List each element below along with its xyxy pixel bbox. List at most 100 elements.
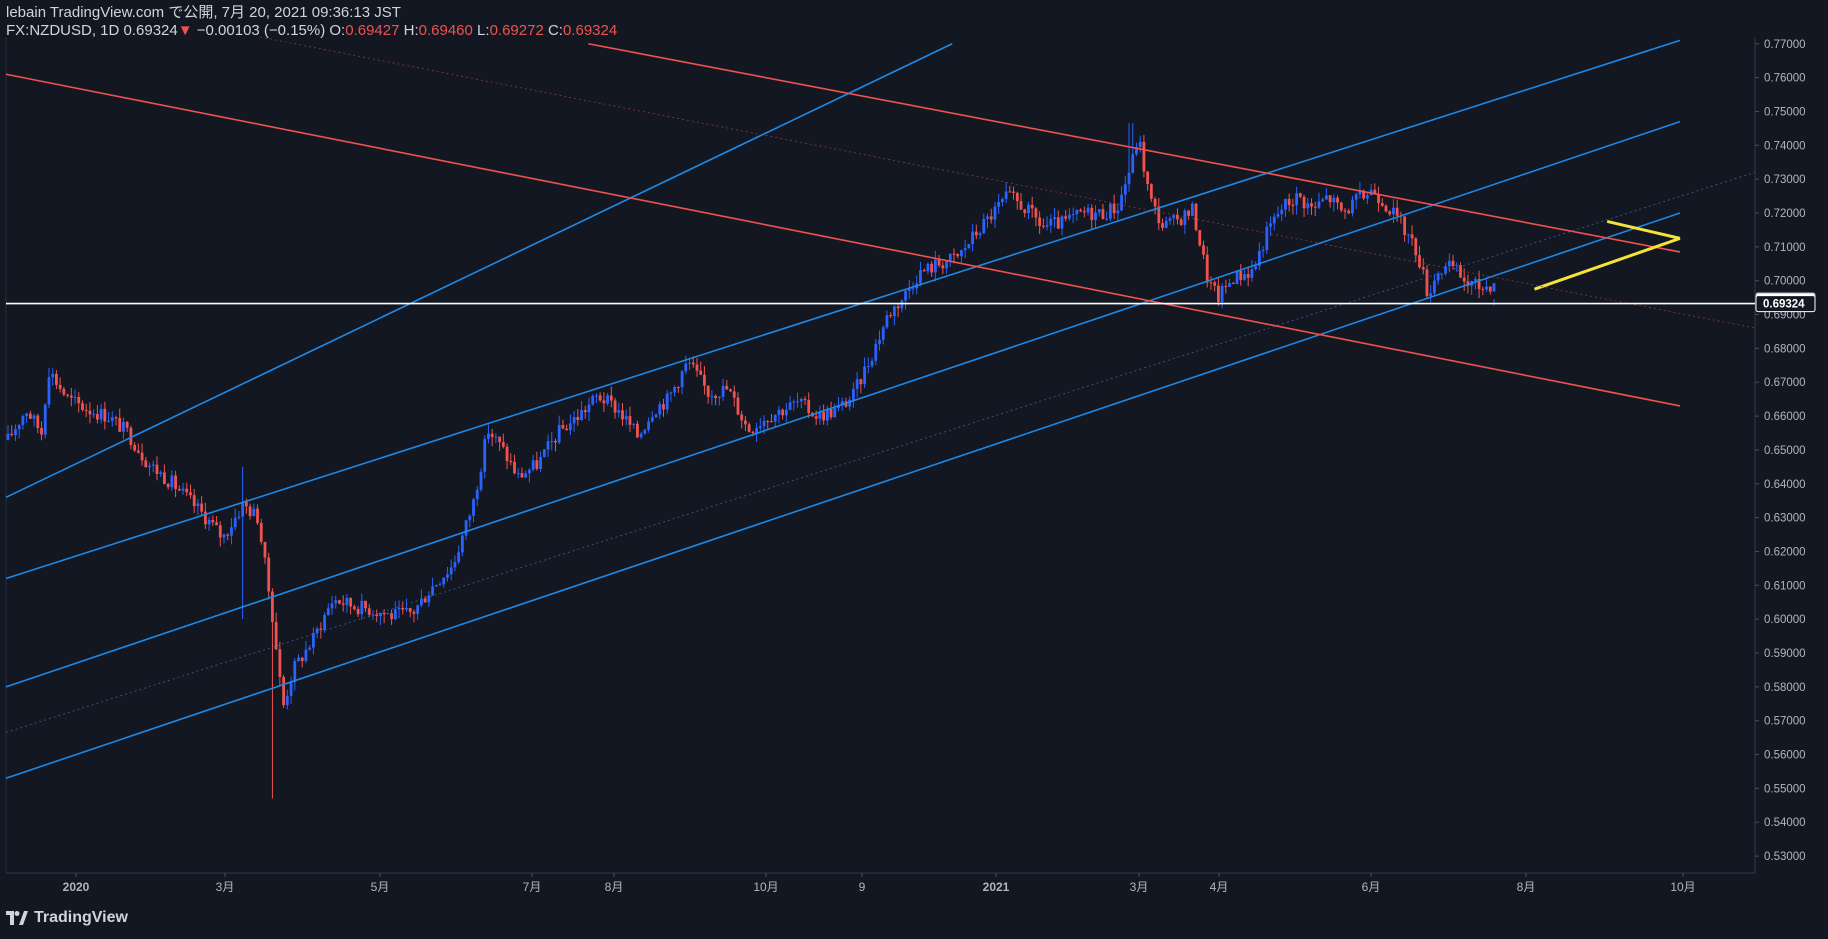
candle-body bbox=[673, 387, 677, 393]
candle-body bbox=[665, 393, 669, 410]
candle-body bbox=[788, 402, 792, 410]
candle bbox=[1243, 269, 1246, 281]
x-tick-label: 4月 bbox=[1210, 880, 1229, 894]
candle bbox=[680, 369, 684, 395]
tradingview-logo-icon bbox=[6, 911, 28, 925]
candle bbox=[1071, 207, 1075, 224]
dotted-midline-blue bbox=[5, 172, 1756, 733]
candle bbox=[1388, 210, 1392, 217]
candle-body bbox=[271, 591, 274, 623]
candle bbox=[550, 431, 554, 451]
candle-body bbox=[1112, 203, 1116, 214]
tradingview-brand[interactable]: TradingView bbox=[6, 909, 128, 927]
candle-body bbox=[326, 608, 330, 616]
candle-body bbox=[345, 597, 349, 605]
candle bbox=[263, 541, 267, 565]
candle-body bbox=[166, 484, 170, 488]
candle bbox=[1138, 135, 1142, 153]
candle bbox=[1395, 199, 1399, 222]
candle bbox=[446, 566, 449, 582]
candle bbox=[870, 358, 874, 369]
candle-body bbox=[528, 469, 531, 474]
candle bbox=[1403, 216, 1407, 242]
candle bbox=[1399, 211, 1403, 224]
candle-body bbox=[1172, 214, 1176, 219]
candle-body bbox=[784, 409, 788, 416]
candle bbox=[222, 533, 226, 544]
candle-body bbox=[595, 395, 598, 397]
candle bbox=[382, 609, 386, 624]
candle bbox=[1075, 209, 1079, 221]
candle-body bbox=[181, 488, 185, 491]
candle bbox=[1176, 208, 1179, 225]
x-tick-label: 9 bbox=[859, 880, 866, 894]
candle-body bbox=[1414, 238, 1418, 256]
candle-body bbox=[1101, 209, 1105, 220]
candle-body bbox=[1008, 191, 1012, 193]
candle bbox=[1172, 213, 1176, 226]
candle bbox=[375, 609, 379, 622]
candle bbox=[717, 396, 721, 406]
candle-body bbox=[379, 612, 382, 617]
candle bbox=[624, 409, 628, 426]
candle-body bbox=[1246, 274, 1250, 278]
trend-line-projection-lower bbox=[1533, 236, 1681, 291]
candle-body bbox=[1053, 217, 1056, 220]
candle bbox=[1220, 283, 1224, 309]
candle bbox=[17, 423, 21, 439]
trend-lines bbox=[5, 36, 1756, 779]
candle bbox=[1004, 182, 1008, 203]
candle bbox=[665, 390, 669, 414]
y-tick-label: 0.58000 bbox=[1764, 682, 1806, 694]
candle-body bbox=[550, 440, 554, 442]
candle-body bbox=[1179, 219, 1183, 225]
candle-body bbox=[323, 615, 326, 630]
candle-body bbox=[300, 657, 304, 662]
candle bbox=[1343, 207, 1347, 219]
candle bbox=[494, 433, 498, 444]
candle-body bbox=[1187, 210, 1191, 216]
candle-body bbox=[1090, 207, 1094, 221]
candle-body bbox=[770, 421, 773, 423]
candle bbox=[937, 255, 941, 268]
candle-body bbox=[81, 403, 84, 410]
candle bbox=[1228, 278, 1231, 288]
candle bbox=[598, 392, 602, 403]
candle-body bbox=[1332, 197, 1336, 203]
candle-body bbox=[1284, 198, 1287, 210]
candle-body bbox=[904, 290, 907, 301]
candle-body bbox=[613, 400, 617, 413]
candle bbox=[643, 428, 647, 435]
candle-body bbox=[40, 427, 43, 435]
candle-body bbox=[1388, 211, 1392, 215]
candle bbox=[442, 577, 446, 588]
candle-body bbox=[1485, 286, 1488, 290]
candle bbox=[1488, 286, 1492, 295]
candle-body bbox=[1276, 214, 1280, 217]
candle bbox=[341, 595, 345, 612]
candle-body bbox=[1235, 270, 1239, 284]
candle-body bbox=[978, 233, 982, 236]
candle bbox=[948, 253, 952, 267]
candle-body bbox=[971, 231, 974, 245]
candle-body bbox=[1421, 267, 1425, 270]
candle bbox=[1444, 262, 1447, 276]
candle bbox=[833, 403, 837, 418]
candle bbox=[230, 517, 233, 545]
candle bbox=[1038, 211, 1042, 235]
x-tick-label: 8月 bbox=[605, 880, 624, 894]
symbol-label[interactable]: FX:NZDUSD, 1D bbox=[6, 22, 120, 39]
candle bbox=[163, 464, 166, 485]
candle bbox=[1425, 265, 1429, 299]
candle-body bbox=[174, 475, 177, 490]
candle-body bbox=[1302, 196, 1306, 209]
candle-body bbox=[364, 600, 367, 609]
candle bbox=[729, 388, 732, 393]
candle-body bbox=[501, 442, 505, 447]
candle-body bbox=[457, 552, 461, 563]
candle-body bbox=[885, 315, 889, 328]
candle bbox=[770, 413, 773, 423]
candle-body bbox=[729, 389, 732, 392]
